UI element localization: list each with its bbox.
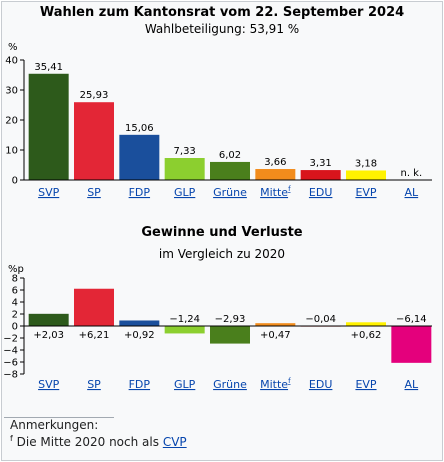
y-tick-label: 2 [12, 310, 18, 321]
data-label: 25,93 [80, 90, 109, 101]
data-label: +0,62 [351, 330, 382, 341]
y-tick-label: 0 [12, 176, 18, 187]
footnote-marker: f [288, 185, 291, 193]
category-label: Grüne [213, 378, 247, 391]
category-label: AL [405, 378, 420, 391]
bar-evp [346, 170, 386, 180]
note-link-cvp[interactable]: CVP [162, 435, 187, 449]
category-label: SVP [38, 186, 60, 199]
bar-glp [164, 326, 205, 334]
category-label: Mittef [260, 185, 291, 199]
bar-evp [346, 322, 386, 326]
data-label: n. k. [400, 168, 422, 179]
data-label: −2,93 [215, 314, 246, 325]
category-label: FDP [129, 186, 151, 199]
chart-subtitle: im Vergleich zu 2020 [159, 247, 285, 261]
y-tick-label: 0 [12, 322, 18, 333]
note-line: f Die Mitte 2020 noch als CVP [10, 434, 187, 449]
y-tick-label: 30 [5, 86, 18, 97]
chart-subtitle: Wahlbeteiligung: 53,91 % [145, 22, 299, 36]
y-tick-label: 8 [12, 274, 18, 285]
bar-sp [74, 102, 114, 180]
data-label: −0,04 [305, 314, 336, 325]
notes-divider [4, 417, 114, 418]
bar-al [391, 326, 432, 363]
bar-grüne [210, 161, 250, 180]
data-label: 6,02 [219, 150, 241, 161]
bar-glp [164, 158, 205, 180]
data-label: −1,24 [169, 314, 200, 325]
bar-svp [28, 313, 69, 326]
bar-mitte [255, 323, 296, 326]
bar-mitte [255, 169, 296, 180]
y-tick-label: 20 [5, 116, 18, 127]
bar-edu [300, 170, 341, 180]
bar-fdp [119, 134, 160, 180]
bar-grüne [210, 326, 250, 344]
data-label: +6,21 [79, 330, 110, 341]
category-label: EDU [309, 186, 332, 199]
data-label: 3,18 [355, 158, 377, 169]
data-label: 7,33 [174, 146, 196, 157]
data-label: +0,92 [124, 330, 155, 341]
y-tick-label: −2 [3, 334, 18, 345]
category-label: FDP [129, 378, 151, 391]
footnote-marker: f [288, 377, 291, 385]
category-label: SP [87, 378, 101, 391]
data-label: 15,06 [125, 123, 154, 134]
notes: Anmerkungen: f Die Mitte 2020 noch als C… [10, 418, 187, 449]
y-tick-label: −8 [3, 370, 18, 381]
y-tick-label: 4 [12, 298, 18, 309]
category-label: EDU [309, 378, 332, 391]
category-label: GLP [174, 378, 196, 391]
y-axis-label: % [8, 42, 18, 53]
category-label: Grüne [213, 186, 247, 199]
note-text: Die Mitte 2020 noch als [16, 435, 159, 449]
y-tick-label: 10 [5, 146, 18, 157]
bar-fdp [119, 320, 160, 326]
chart-title: Gewinne und Verluste [141, 225, 302, 240]
y-tick-label: 40 [5, 56, 18, 67]
bar-svp [28, 73, 69, 180]
category-label: SVP [38, 378, 60, 391]
notes-heading: Anmerkungen: [10, 418, 99, 432]
category-label: EVP [355, 378, 376, 391]
bar-sp [74, 288, 114, 326]
chart-title: Wahlen zum Kantonsrat vom 22. September … [40, 5, 404, 20]
category-label: Mittef [260, 377, 291, 391]
y-tick-label: −4 [3, 346, 18, 357]
note-marker: f [10, 434, 13, 443]
category-label: SP [87, 186, 101, 199]
data-label: +2,03 [33, 330, 64, 341]
data-label: 3,66 [264, 157, 286, 168]
category-label: AL [405, 186, 420, 199]
category-label: EVP [355, 186, 376, 199]
data-label: 3,31 [310, 158, 332, 169]
y-axis-label: %p [8, 264, 24, 275]
y-tick-label: 6 [12, 286, 18, 297]
data-label: −6,14 [396, 314, 427, 325]
category-label: GLP [174, 186, 196, 199]
data-label: 35,41 [34, 62, 63, 73]
y-tick-label: −6 [3, 358, 18, 369]
data-label: +0,47 [260, 330, 291, 341]
